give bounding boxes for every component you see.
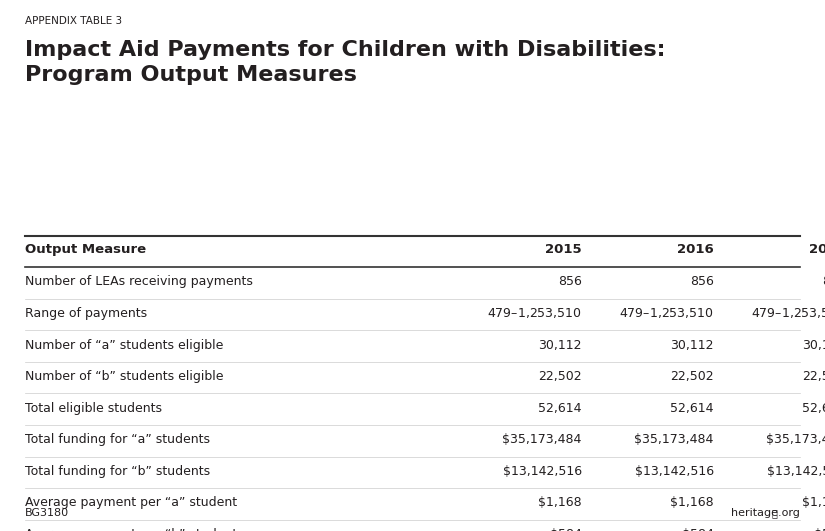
Text: Number of “b” students eligible: Number of “b” students eligible	[25, 370, 224, 383]
Text: Average payment per “b” student: Average payment per “b” student	[25, 528, 237, 531]
Text: 22,502: 22,502	[670, 370, 714, 383]
Text: 856: 856	[690, 276, 714, 288]
Text: $479–$1,253,510: $479–$1,253,510	[619, 306, 714, 320]
Text: BG3180: BG3180	[25, 508, 68, 518]
Text: Number of “a” students eligible: Number of “a” students eligible	[25, 339, 223, 352]
Text: Total funding for “b” students: Total funding for “b” students	[25, 465, 210, 478]
Text: $1,168: $1,168	[802, 496, 825, 509]
Text: 2017: 2017	[809, 243, 825, 255]
Text: $35,173,484: $35,173,484	[634, 433, 714, 446]
Text: $479–$1,253,510: $479–$1,253,510	[751, 306, 825, 320]
Text: 22,502: 22,502	[538, 370, 582, 383]
Text: Number of LEAs receiving payments: Number of LEAs receiving payments	[25, 276, 252, 288]
Text: $13,142,516: $13,142,516	[766, 465, 825, 478]
Text: 52,614: 52,614	[670, 402, 714, 415]
Text: Average payment per “a” student: Average payment per “a” student	[25, 496, 237, 509]
Text: heritage.org: heritage.org	[732, 508, 800, 518]
Text: $584: $584	[681, 528, 714, 531]
Text: $13,142,516: $13,142,516	[634, 465, 714, 478]
Text: 2016: 2016	[676, 243, 714, 255]
Text: 22,502: 22,502	[802, 370, 825, 383]
Text: 52,614: 52,614	[538, 402, 582, 415]
Text: Output Measure: Output Measure	[25, 243, 146, 255]
Text: 30,112: 30,112	[802, 339, 825, 352]
Text: $584: $584	[813, 528, 825, 531]
Text: 856: 856	[558, 276, 582, 288]
Text: Impact Aid Payments for Children with Disabilities:
Program Output Measures: Impact Aid Payments for Children with Di…	[25, 40, 665, 84]
Text: $35,173,484: $35,173,484	[766, 433, 825, 446]
Text: Range of payments: Range of payments	[25, 307, 147, 320]
Text: $13,142,516: $13,142,516	[502, 465, 582, 478]
Text: Total funding for “a” students: Total funding for “a” students	[25, 433, 210, 446]
Text: Total eligible students: Total eligible students	[25, 402, 162, 415]
Text: $479–$1,253,510: $479–$1,253,510	[487, 306, 582, 320]
Text: 30,112: 30,112	[670, 339, 714, 352]
Text: 🔒: 🔒	[771, 508, 777, 518]
Text: $1,168: $1,168	[538, 496, 582, 509]
Text: 856: 856	[822, 276, 825, 288]
Text: APPENDIX TABLE 3: APPENDIX TABLE 3	[25, 16, 122, 26]
Text: $35,173,484: $35,173,484	[502, 433, 582, 446]
Text: 52,614: 52,614	[802, 402, 825, 415]
Text: 30,112: 30,112	[538, 339, 582, 352]
Text: $584: $584	[549, 528, 582, 531]
Text: $1,168: $1,168	[670, 496, 714, 509]
Text: 2015: 2015	[545, 243, 582, 255]
